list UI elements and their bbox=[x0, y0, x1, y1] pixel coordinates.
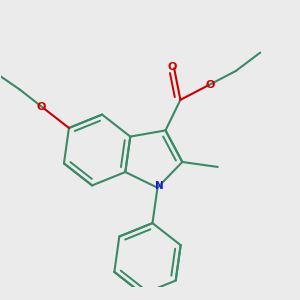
Text: O: O bbox=[36, 102, 46, 112]
Text: O: O bbox=[206, 80, 215, 90]
Text: N: N bbox=[154, 181, 164, 191]
Text: O: O bbox=[168, 62, 177, 72]
